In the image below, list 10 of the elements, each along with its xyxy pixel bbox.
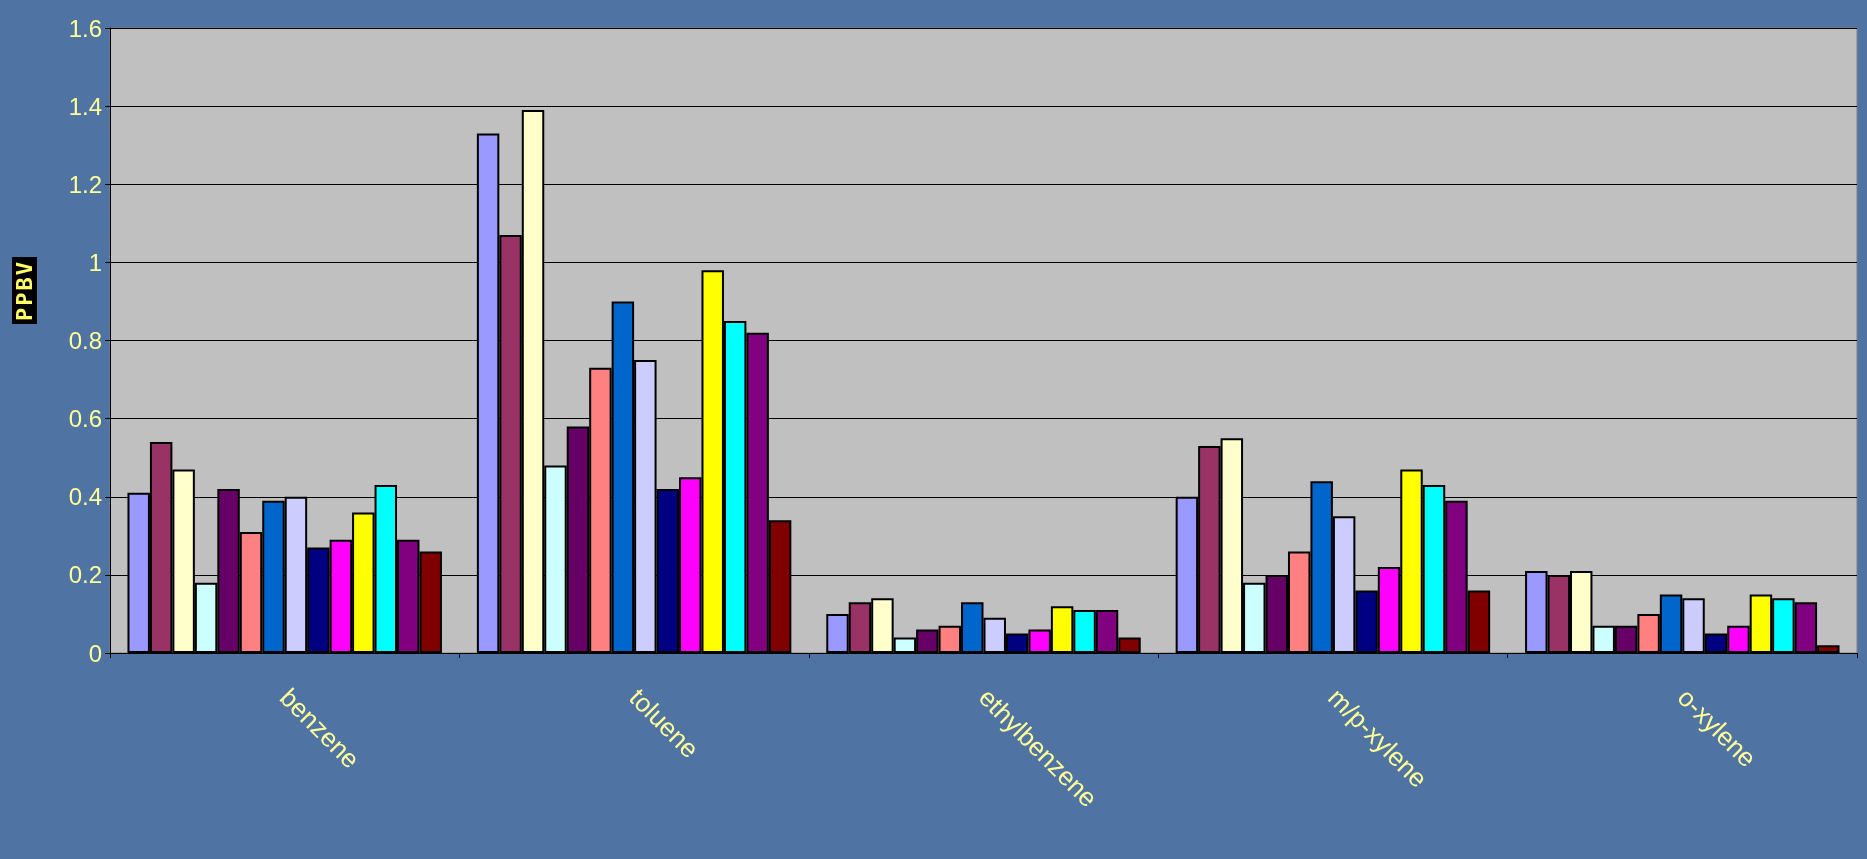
y-tick-label: 0.2 <box>68 561 102 589</box>
y-axis-title: PPBV <box>12 256 37 324</box>
y-tick-label: 0.6 <box>68 405 102 433</box>
y-tick-label: 1.2 <box>68 170 102 198</box>
y-tick-label: 1 <box>88 248 102 276</box>
y-tick-label: 0.4 <box>68 483 102 511</box>
y-tick-label: 0 <box>88 639 102 667</box>
y-tick-label: 1.4 <box>68 92 102 120</box>
y-tick-label: 1.6 <box>68 14 102 42</box>
y-tick-label: 0.8 <box>68 327 102 354</box>
